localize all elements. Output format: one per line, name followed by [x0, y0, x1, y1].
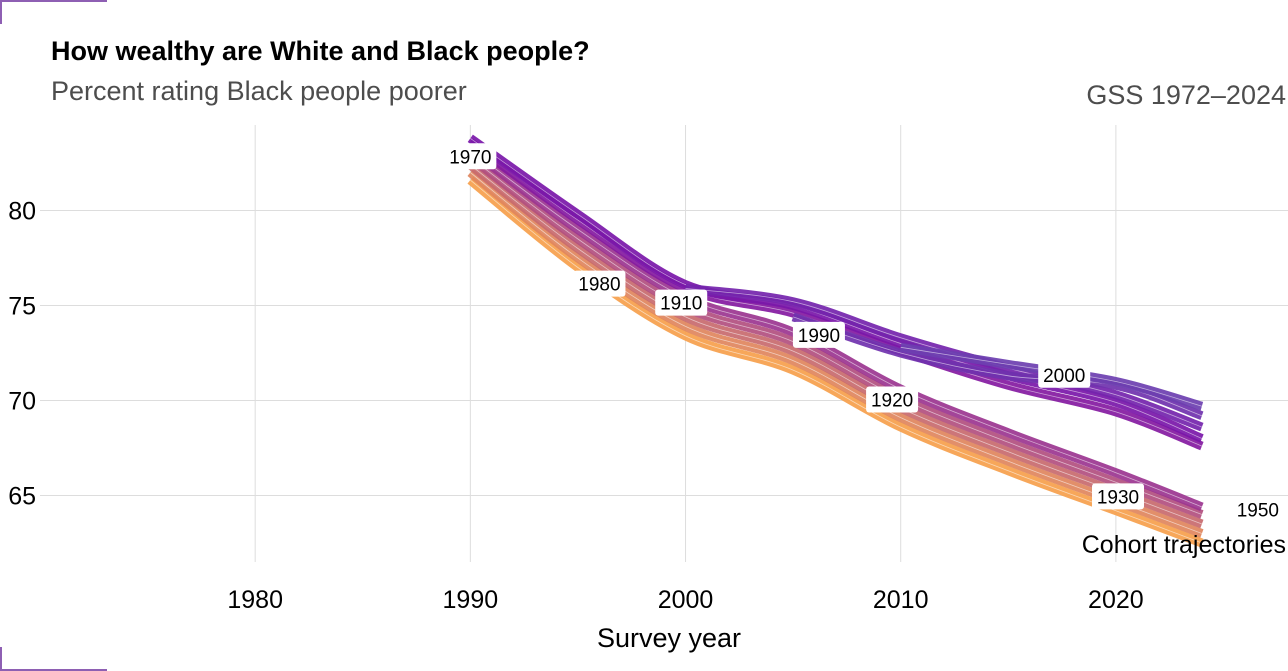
- cohort-label-1980: 1980: [573, 270, 626, 297]
- cohort-label-box: [573, 270, 626, 297]
- cohort-label-1970: 1970: [444, 143, 497, 170]
- chart-title: How wealthy are White and Black people?: [51, 36, 590, 66]
- data-source-label: GSS 1972–2024: [1086, 80, 1286, 110]
- cohort-label-box: [1038, 361, 1091, 388]
- cohort-label-text: 2000: [1043, 366, 1085, 387]
- cohort-label-1910: 1910: [655, 289, 708, 316]
- x-axis-title: Survey year: [597, 623, 741, 653]
- cohort-trajectories-caption: Cohort trajectories: [1082, 531, 1286, 559]
- cohort-label-text: 1970: [449, 147, 491, 168]
- cohort-label-text: 1980: [578, 275, 620, 296]
- cohort-label-box: [792, 321, 845, 348]
- cohort-label-text: 1930: [1097, 487, 1139, 508]
- chart-subtitle: Percent rating Black people poorer: [51, 76, 467, 106]
- cohort-label-text: 1990: [798, 326, 840, 347]
- y-tick-label: 75: [8, 293, 36, 321]
- cohort-label-2000: 2000: [1038, 361, 1091, 388]
- cohort-label-1990: 1990: [792, 321, 845, 348]
- cohort-line-highlight-1940: [470, 156, 1203, 515]
- frame-corner-top-left: [0, 0, 107, 24]
- axes: 1980 1990 2000 2010 2020 65 70 75 80: [8, 198, 1143, 615]
- cohort-label-text: 1920: [871, 391, 913, 412]
- cohort-labels: 1970 1980 1910 1990 2000 1920 1930 1950: [444, 143, 1284, 523]
- x-tick-label: 1980: [227, 586, 283, 614]
- y-tick-label: 80: [8, 198, 36, 226]
- x-tick-label: 2010: [873, 586, 929, 614]
- x-tick-label: 1990: [443, 586, 499, 614]
- cohort-line-highlight-1930: [470, 164, 1203, 525]
- frame-corner-bottom-left: [0, 647, 107, 671]
- cohort-label-box: [444, 143, 497, 170]
- cohort-label-box: [655, 289, 708, 316]
- cohort-label-box: [1092, 483, 1145, 510]
- x-tick-label: 2000: [658, 586, 714, 614]
- cohort-label-text: 1910: [660, 294, 702, 315]
- x-tick-label: 2020: [1088, 586, 1144, 614]
- cohort-label-1930: 1930: [1092, 483, 1145, 510]
- cohort-label-1920: 1920: [866, 386, 919, 413]
- cohort-label-box: [866, 386, 919, 413]
- cohort-line-highlight-1950: [470, 149, 1203, 508]
- cohort-line-highlight-1970: [470, 137, 1203, 439]
- cohort-label-text: 1950: [1237, 501, 1279, 522]
- y-tick-label: 65: [8, 483, 36, 511]
- y-tick-label: 70: [8, 388, 36, 416]
- cohort-label-box: [1231, 496, 1284, 523]
- cohort-label-1950: 1950: [1231, 496, 1284, 523]
